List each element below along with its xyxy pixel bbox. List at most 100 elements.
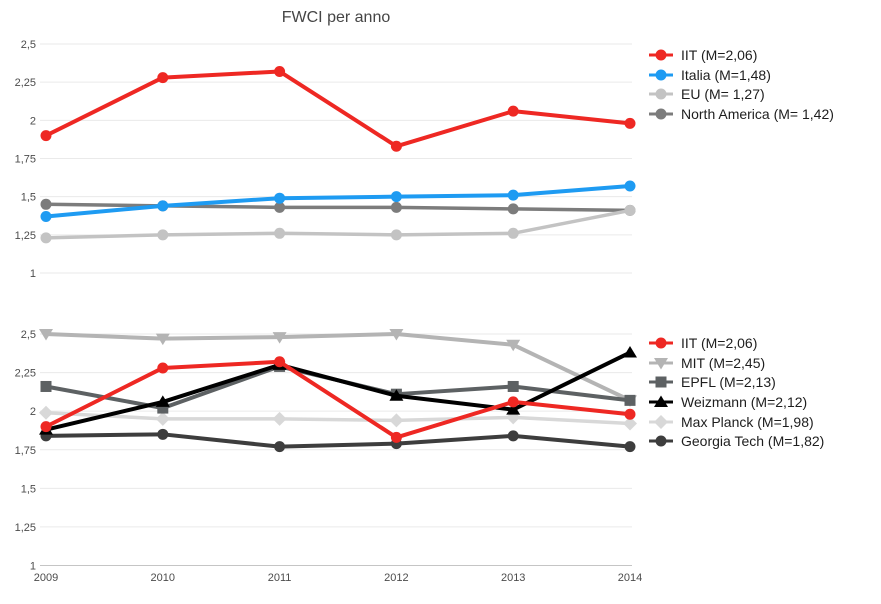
- series-georgia-tech-marker: [507, 430, 519, 442]
- legend-marker-shape: [655, 49, 667, 61]
- series-italia-marker: [390, 191, 402, 203]
- series-italia: [40, 180, 636, 223]
- series-iit-marker: [274, 356, 286, 368]
- series-italia-marker: [40, 211, 52, 223]
- legend-item-label: North America (M= 1,42): [681, 105, 834, 122]
- series-mit-marker: [155, 333, 170, 346]
- legend-marker-shape: [655, 337, 667, 349]
- legend-triangle-down-icon: [649, 357, 673, 370]
- legend-marker-shape: [655, 88, 667, 100]
- series-north-america-marker: [40, 198, 52, 210]
- y-axis-tick-label: 2: [30, 406, 36, 418]
- series-mit-marker: [272, 332, 287, 344]
- series-weizmann-marker: [389, 389, 404, 401]
- legend-marker-shape: [655, 435, 667, 447]
- legend-marker-shape: [655, 69, 667, 81]
- series-max-planck-marker: [272, 411, 287, 426]
- series-italia-marker: [157, 200, 169, 212]
- series-iit: [40, 65, 636, 152]
- legend-item-north-america[interactable]: North America (M= 1,42): [648, 104, 834, 124]
- legend-item-iit[interactable]: IIT (M=2,06): [648, 333, 824, 353]
- series-georgia-tech-line: [44, 432, 632, 449]
- series-max-planck-marker: [155, 411, 170, 426]
- legend-item-weizmann[interactable]: Weizmann (M=2,12): [648, 392, 824, 412]
- legend-item-label: MIT (M=2,45): [681, 354, 766, 371]
- series-mit-marker: [389, 329, 404, 341]
- legend-item-mit[interactable]: MIT (M=2,45): [648, 353, 824, 373]
- series-eu-marker: [274, 227, 286, 239]
- legend-item-iit[interactable]: IIT (M=2,06): [648, 45, 834, 65]
- series-italia-marker: [624, 180, 636, 192]
- series-mit-marker: [39, 329, 53, 341]
- series-iit-marker: [157, 72, 169, 84]
- series-weizmann-marker: [623, 346, 637, 358]
- series-iit-line: [44, 69, 632, 149]
- legend-top-chart: IIT (M=2,06) Italia (M=1,48) EU (M= 1,27) N…: [648, 45, 834, 124]
- series-eu-marker: [157, 229, 169, 241]
- x-axis-tick-label: 2013: [501, 572, 525, 584]
- legend-item-label: EU (M= 1,27): [681, 86, 765, 103]
- legend-marker-shape: [654, 395, 668, 407]
- y-axis-tick-label: 1,5: [21, 483, 36, 495]
- series-eu-marker: [507, 227, 519, 239]
- series-eu-marker: [40, 232, 52, 244]
- series-iit-marker: [507, 105, 519, 117]
- series-eu-line: [44, 208, 632, 240]
- legend-item-label: IIT (M=2,06): [681, 46, 758, 63]
- legend-diamond-icon: [649, 414, 673, 429]
- legend-circle-icon: [649, 49, 673, 61]
- series-north-america-marker: [274, 201, 286, 213]
- legend-circle-icon: [649, 435, 673, 447]
- legend-triangle-up-icon: [649, 395, 673, 407]
- series-epfl-marker: [157, 402, 169, 414]
- series-max-planck-line: [44, 410, 632, 426]
- x-axis-tick-label: 2014: [618, 572, 642, 584]
- legend-item-italia[interactable]: Italia (M=1,48): [648, 65, 834, 85]
- legend-item-label: EPFL (M=2,13): [681, 374, 776, 391]
- series-iit-marker: [157, 362, 169, 374]
- legend-item-eu[interactable]: EU (M= 1,27): [648, 84, 834, 104]
- series-max-planck-marker: [389, 413, 404, 428]
- series-iit-marker: [507, 396, 519, 408]
- legend-circle-icon: [649, 69, 673, 81]
- legend-circle-icon: [649, 88, 673, 100]
- series-eu-marker: [624, 204, 636, 216]
- chart-title: FWCI per anno: [281, 9, 391, 26]
- x-axis-tick-label: 2011: [268, 572, 292, 584]
- legend-circle-icon: [649, 337, 673, 349]
- series-italia-line: [44, 183, 632, 219]
- series-north-america-marker: [507, 203, 519, 215]
- legend-item-max-planck[interactable]: Max Planck (M=1,98): [648, 412, 824, 432]
- series-iit-marker: [390, 431, 402, 443]
- y-axis-tick-label: 2,25: [15, 77, 36, 89]
- legend-item-label: IIT (M=2,06): [681, 334, 758, 351]
- series-north-america-marker: [390, 201, 402, 213]
- series-italia-marker: [274, 192, 286, 204]
- x-axis-tick-label: 2012: [384, 572, 408, 584]
- legend-item-georgia-tech[interactable]: Georgia Tech (M=1,82): [648, 431, 824, 451]
- x-axis-tick-label: 2009: [34, 572, 58, 584]
- y-axis-tick-label: 2,5: [21, 39, 36, 51]
- legend-item-label: Max Planck (M=1,98): [681, 413, 814, 430]
- legend-item-label: Georgia Tech (M=1,82): [681, 433, 825, 450]
- chart2-grid: 2,5 2,25 2 1,75 1,5 1,25 1: [15, 329, 632, 573]
- legend-item-label: Italia (M=1,48): [681, 66, 771, 83]
- series-iit-marker: [624, 408, 636, 420]
- series-mit-marker: [506, 339, 521, 352]
- y-axis-tick-label: 2,25: [15, 368, 36, 380]
- legend-item-label: Weizmann (M=2,12): [681, 393, 808, 410]
- series-georgia-tech-marker: [157, 428, 169, 440]
- legend-item-epfl[interactable]: EPFL (M=2,13): [648, 372, 824, 392]
- y-axis-tick-label: 2: [30, 115, 36, 127]
- chart1-grid: 2,5 2,25 2 1,75 1,5 1,25 1: [15, 39, 632, 280]
- series-mit: [39, 329, 637, 407]
- series-italia-marker: [507, 189, 519, 201]
- y-axis-tick-label: 1,25: [15, 522, 36, 534]
- y-axis-tick-label: 2,5: [21, 329, 36, 341]
- x-axis-labels: 2009 2010 2011 2012 2013 2014: [34, 572, 642, 584]
- series-weizmann-marker: [155, 395, 170, 407]
- series-max-planck-marker: [623, 416, 637, 431]
- x-axis-tick-label: 2010: [151, 572, 175, 584]
- series-iit-marker: [274, 65, 286, 77]
